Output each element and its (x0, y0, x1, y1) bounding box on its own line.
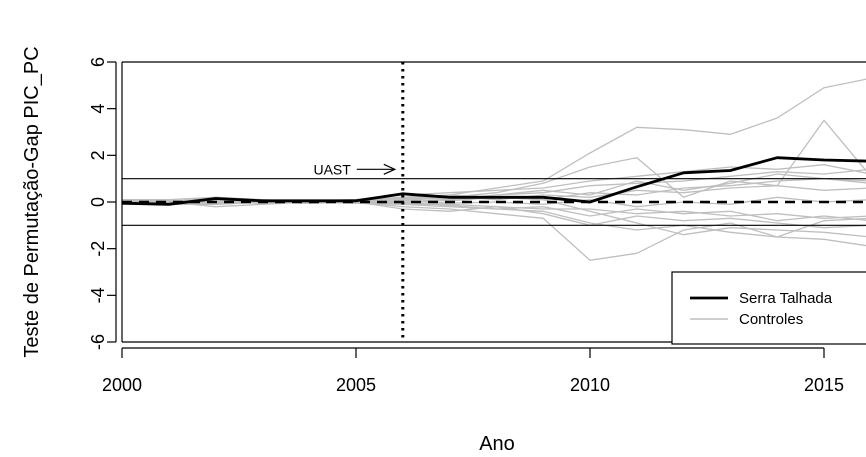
y-tick-label-6: 6 (88, 57, 108, 67)
y-tick-label--4: -4 (88, 287, 108, 303)
control-series-line-2 (121, 119, 866, 205)
reference-lines-layer (122, 62, 866, 342)
annotation-layer: UAST (313, 161, 397, 177)
y-axis-title: Teste de Permutação-Gap PIC_PC (21, 46, 43, 357)
y-tick-label-2: 2 (88, 150, 108, 160)
x-tick-label-2000: 2000 (102, 375, 142, 395)
control-series-line-3 (121, 200, 866, 261)
y-tick-label-4: 4 (88, 104, 108, 114)
legend-label-controls: Controles (739, 311, 803, 328)
x-tick-label-2005: 2005 (336, 375, 376, 395)
x-axis-title: Ano (479, 433, 515, 455)
legend: Serra Talhada Controles (671, 271, 866, 345)
x-tick-label-2010: 2010 (570, 375, 610, 395)
annotation-arrow-head (383, 163, 397, 175)
axes-layer: 2000 2005 2010 2015 -6 -4 -2 0 2 4 6 (88, 57, 866, 395)
control-lines-layer (121, 78, 866, 261)
x-tick-label-2015: 2015 (804, 375, 844, 395)
y-tick-label--6: -6 (88, 334, 108, 350)
treated-series-line (121, 156, 866, 206)
legend-box (671, 271, 866, 345)
legend-label-treated: Serra Talhada (739, 290, 833, 307)
annotation-label: UAST (313, 161, 351, 177)
y-tick-label--2: -2 (88, 241, 108, 257)
y-tick-label-0: 0 (88, 197, 108, 207)
treated-line-layer (121, 156, 866, 206)
control-series-line-5 (121, 200, 866, 247)
